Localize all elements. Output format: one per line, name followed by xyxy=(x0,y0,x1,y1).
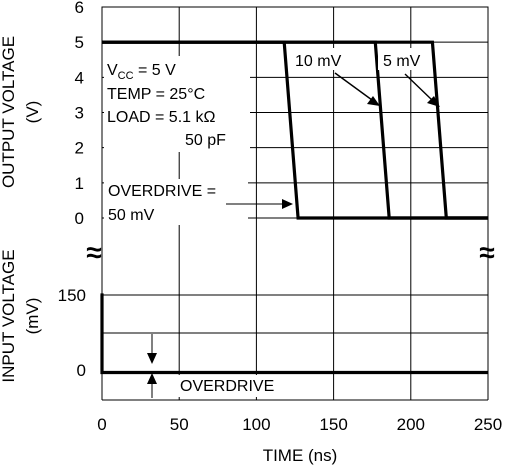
test-conditions: VCC = 5 V TEMP = 25°C LOAD = 5.1 kΩ 50 p… xyxy=(104,56,250,152)
input-trace xyxy=(100,293,488,375)
x-tick-label: 250 xyxy=(474,415,502,434)
label-5mv-arrow-line xyxy=(404,73,433,101)
overdrive-bg xyxy=(104,179,248,225)
x-axis-title: TIME (ns) xyxy=(263,446,338,465)
overdrive-label-line2: 50 mV xyxy=(108,207,155,224)
load-condition: LOAD = 5.1 kΩ xyxy=(107,109,215,126)
upper-y-tick-label: 3 xyxy=(75,104,84,123)
x-tick-label: 50 xyxy=(170,415,189,434)
axis-break-left: ≈ xyxy=(86,237,101,268)
lower-y-tick-label: 150 xyxy=(58,286,86,305)
overdrive-arrow-head xyxy=(282,199,293,209)
label-5mv-bg xyxy=(378,48,430,70)
overdrive-label-line1: OVERDRIVE = xyxy=(108,183,216,200)
lower-y-axis-title-line1: INPUT VOLTAGE xyxy=(0,249,18,382)
label-5mv-annotation: 5 mV xyxy=(378,48,440,107)
label-10mv-annotation: 10 mV xyxy=(290,48,380,106)
upper-y-tick-label: 4 xyxy=(75,68,84,87)
x-ticks: 0 50 100 150 200 250 xyxy=(97,415,502,434)
input-overdrive-bg xyxy=(176,375,302,397)
x-tick-label: 0 xyxy=(97,415,106,434)
vcc-main: V xyxy=(107,62,118,79)
upper-y-tick-label: 2 xyxy=(75,139,84,158)
upper-y-tick-label: 6 xyxy=(75,0,84,17)
lower-y-axis-title: INPUT VOLTAGE (mV) xyxy=(0,249,42,382)
load-capacitance: 50 pF xyxy=(185,132,226,149)
upper-y-axis-title-line1: OUTPUT VOLTAGE xyxy=(0,36,18,188)
temp-condition: TEMP = 25°C xyxy=(107,86,205,103)
lower-y-axis-title-line2: (mV) xyxy=(23,298,42,335)
upper-y-tick-label: 0 xyxy=(75,209,84,228)
vcc-value: = 5 V xyxy=(134,62,177,79)
label-5mv: 5 mV xyxy=(383,53,421,70)
upper-y-axis-title-line2: (V) xyxy=(23,101,42,124)
lower-y-ticks: 0 150 xyxy=(58,286,86,380)
label-10mv: 10 mV xyxy=(295,53,342,70)
axis-break-right: ≈ xyxy=(479,237,494,268)
overdrive-annotation: OVERDRIVE = 50 mV xyxy=(104,179,293,225)
lower-plot xyxy=(101,260,489,401)
label-10mv-arrow-head xyxy=(367,96,380,106)
upper-series xyxy=(102,40,488,220)
break-grid xyxy=(101,218,489,260)
lower-series xyxy=(100,293,488,375)
x-tick-label: 100 xyxy=(242,415,270,434)
x-tick-label: 150 xyxy=(319,415,347,434)
x-tick-label: 200 xyxy=(397,415,425,434)
conditions-bg2 xyxy=(180,128,244,150)
overdrive-top-arrow-head xyxy=(147,353,157,364)
label-10mv-arrow-line xyxy=(334,72,373,101)
upper-y-axis-title: OUTPUT VOLTAGE (V) xyxy=(0,36,42,188)
input-overdrive-annotation: OVERDRIVE xyxy=(147,334,302,398)
vcc-condition: VCC = 5 V xyxy=(107,62,176,82)
vcc-sub: CC xyxy=(118,70,134,82)
label-5mv-arrow-head xyxy=(427,96,440,107)
upper-y-tick-label: 5 xyxy=(75,33,84,52)
output-trace-5mv xyxy=(102,40,488,220)
upper-y-ticks: 0 1 2 3 4 5 6 xyxy=(75,0,84,228)
input-overdrive-label: OVERDRIVE xyxy=(180,378,274,395)
overdrive-bottom-arrow-head xyxy=(147,373,157,384)
upper-y-tick-label: 1 xyxy=(75,174,84,193)
lower-y-tick-label: 0 xyxy=(77,361,86,380)
label-10mv-bg xyxy=(290,48,354,70)
